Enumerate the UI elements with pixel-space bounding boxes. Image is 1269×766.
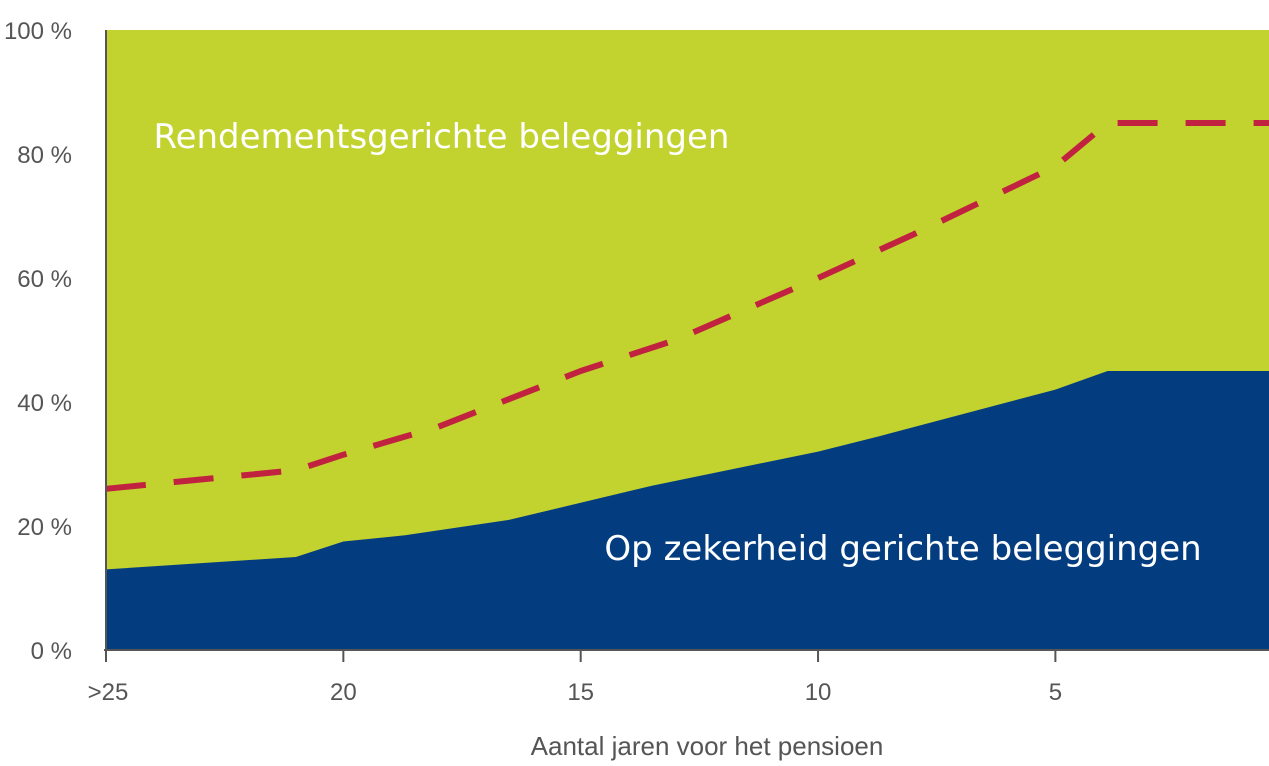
label-rendementsgericht: Rendementsgerichte beleggingen	[153, 117, 729, 157]
y-tick-label: 80 %	[17, 142, 72, 169]
x-tick-label: 15	[567, 679, 594, 706]
y-tick-label: 100 %	[4, 18, 72, 45]
axes: >25 20 15 10 5 0 % 20 % 40 % 60 % 80 % 100 % Aantal…	[4, 18, 1269, 761]
x-tick-label: 20	[330, 679, 357, 706]
x-axis-title: Aantal jaren voor het pensioen	[531, 731, 884, 761]
x-tick-label: 10	[805, 679, 832, 706]
plot-areas	[106, 30, 1269, 650]
area-zekerheid	[106, 371, 1269, 650]
y-tick-label: 0 %	[31, 638, 72, 665]
dashed-line	[105, 120, 1269, 492]
x-tick-label: 5	[1049, 679, 1062, 706]
plot-lines	[105, 120, 1269, 492]
labels: Rendementsgerichte beleggingen Op zekerhe…	[153, 117, 1201, 569]
x-tick-label: >25	[88, 679, 129, 706]
y-tick-label: 40 %	[17, 390, 72, 417]
y-tick-label: 60 %	[17, 266, 72, 293]
label-zekerheid: Op zekerheid gerichte beleggingen	[604, 529, 1201, 569]
y-tick-label: 20 %	[17, 514, 72, 541]
